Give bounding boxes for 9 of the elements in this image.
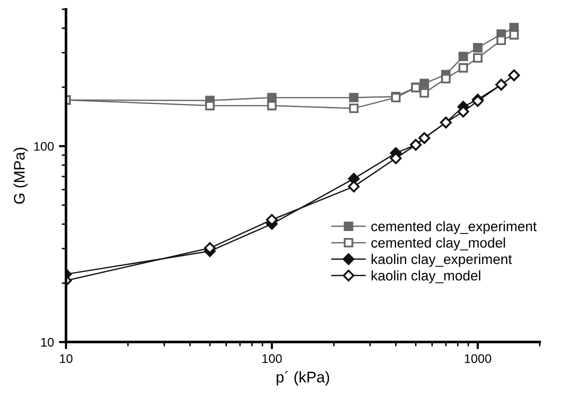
- x-axis-title: p´ (kPa): [276, 371, 330, 386]
- legend-label: cemented clay_experiment: [371, 221, 537, 234]
- x-tick-label: 1000: [464, 354, 492, 364]
- legend-label: kaolin clay_model: [372, 270, 480, 284]
- x-tick-label: 10: [60, 354, 72, 364]
- legend-label: cemented clay_model: [371, 238, 505, 250]
- y-axis-title: G (MPa): [14, 148, 28, 204]
- x-tick-label: 100: [262, 354, 282, 364]
- legend-label: kaolin clay_experiment: [372, 254, 512, 267]
